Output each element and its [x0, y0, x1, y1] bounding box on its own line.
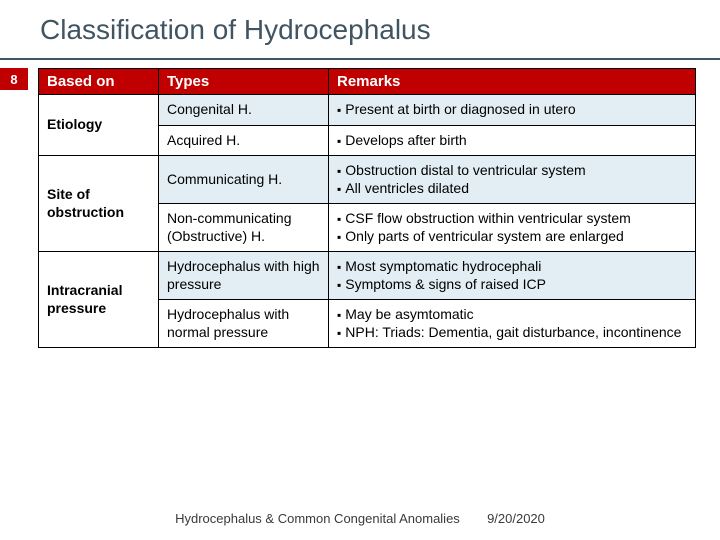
remarks-cell: Obstruction distal to ventricular system… [329, 156, 696, 204]
footer-title: Hydrocephalus & Common Congenital Anomal… [175, 511, 460, 526]
type-cell: Congenital H. [159, 95, 329, 126]
type-cell: Acquired H. [159, 125, 329, 156]
col-header-remarks: Remarks [329, 69, 696, 95]
remark-item: NPH: Triads: Dementia, gait disturbance,… [337, 324, 687, 342]
remark-item: Present at birth or diagnosed in utero [337, 101, 687, 119]
remark-item: Obstruction distal to ventricular system [337, 162, 687, 180]
table-row: Site of obstructionCommunicating H.Obstr… [39, 156, 696, 204]
type-cell: Hydrocephalus with normal pressure [159, 300, 329, 348]
category-cell: Etiology [39, 95, 159, 156]
table-row: Intracranial pressureHydrocephalus with … [39, 252, 696, 300]
type-cell: Non-communicating (Obstructive) H. [159, 204, 329, 252]
table-header-row: Based on Types Remarks [39, 69, 696, 95]
remarks-cell: Most symptomatic hydrocephaliSymptoms & … [329, 252, 696, 300]
footer: Hydrocephalus & Common Congenital Anomal… [0, 511, 720, 526]
remark-item: Symptoms & signs of raised ICP [337, 276, 687, 294]
remark-item: May be asymtomatic [337, 306, 687, 324]
col-header-basedon: Based on [39, 69, 159, 95]
remark-item: Most symptomatic hydrocephali [337, 258, 687, 276]
remarks-cell: May be asymtomaticNPH: Triads: Dementia,… [329, 300, 696, 348]
category-cell: Intracranial pressure [39, 252, 159, 348]
table-row: EtiologyCongenital H.Present at birth or… [39, 95, 696, 126]
slide-number-badge: 8 [0, 68, 28, 90]
type-cell: Communicating H. [159, 156, 329, 204]
col-header-types: Types [159, 69, 329, 95]
remark-item: All ventricles dilated [337, 180, 687, 198]
remarks-cell: Develops after birth [329, 125, 696, 156]
remarks-cell: CSF flow obstruction within ventricular … [329, 204, 696, 252]
type-cell: Hydrocephalus with high pressure [159, 252, 329, 300]
remark-item: CSF flow obstruction within ventricular … [337, 210, 687, 228]
classification-table: Based on Types Remarks EtiologyCongenita… [38, 68, 696, 348]
title-divider [0, 58, 720, 60]
category-cell: Site of obstruction [39, 156, 159, 252]
remark-item: Only parts of ventricular system are enl… [337, 228, 687, 246]
remark-item: Develops after birth [337, 132, 687, 150]
page-title: Classification of Hydrocephalus [40, 14, 431, 46]
footer-date: 9/20/2020 [487, 511, 545, 526]
remarks-cell: Present at birth or diagnosed in utero [329, 95, 696, 126]
